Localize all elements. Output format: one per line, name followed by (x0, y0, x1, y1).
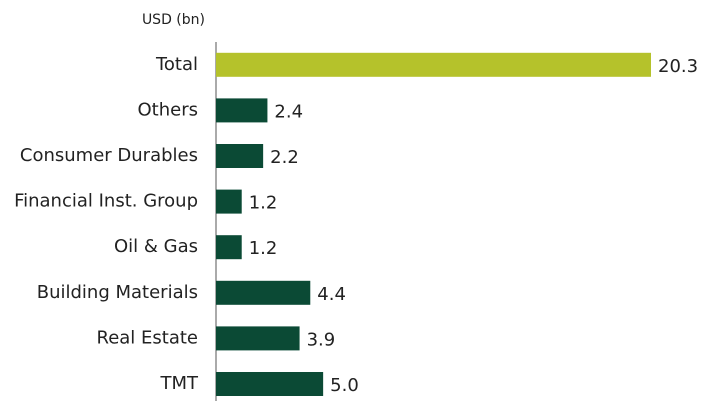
value-label: 1.2 (249, 193, 278, 214)
category-label: Real Estate (97, 327, 199, 348)
value-label: 2.2 (270, 147, 299, 168)
bar (216, 52, 651, 77)
category-label: Financial Inst. Group (14, 191, 198, 212)
category-label: Total (155, 54, 198, 75)
axis-label: USD (bn) (142, 12, 205, 28)
bar (216, 372, 324, 396)
bar (216, 144, 264, 168)
value-label: 4.4 (317, 284, 346, 305)
value-label: 1.2 (249, 238, 278, 259)
category-label: Building Materials (37, 282, 198, 303)
bar (216, 98, 268, 123)
bar (216, 189, 242, 214)
category-label: Consumer Durables (20, 145, 198, 166)
value-label: 5.0 (330, 375, 359, 396)
category-label: TMT (159, 373, 199, 394)
value-label: 20.3 (658, 56, 698, 77)
category-label: Oil & Gas (114, 236, 198, 257)
bar (216, 235, 242, 260)
value-label: 2.4 (274, 101, 303, 122)
bar (216, 280, 311, 305)
bar (216, 326, 300, 351)
category-label: Others (138, 99, 199, 120)
value-label: 3.9 (307, 329, 336, 350)
